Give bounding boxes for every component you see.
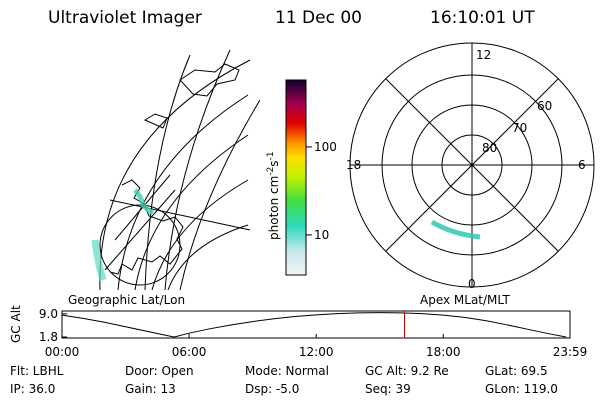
alt-line (61, 312, 567, 338)
status-field: Dsp: -5.0 (245, 382, 299, 396)
mlt-label: 6 (578, 158, 586, 172)
colorbar (285, 79, 307, 276)
status-field: IP: 36.0 (10, 382, 55, 396)
x-tick-label: 12:00 (299, 345, 334, 359)
colorbar-tick-label: 10 (314, 228, 329, 242)
x-tick-label: 23:59 (553, 345, 588, 359)
status-field: Flt: LBHL (10, 364, 64, 378)
x-tick-label: 06:00 (172, 345, 207, 359)
mlt-label: 0 (468, 277, 476, 291)
polar-grid (349, 42, 595, 288)
status-field: Seq: 39 (365, 382, 411, 396)
x-tick-label: 18:00 (426, 345, 461, 359)
y-tick-label: 9.0 (39, 307, 58, 321)
status-field: Mode: Normal (245, 364, 329, 378)
exp: -2 (266, 167, 276, 176)
right-label: Apex MLat/MLT (420, 293, 510, 307)
date: 11 Dec 00 (275, 8, 362, 28)
time: 16:10:01 UT (430, 8, 535, 28)
unit: photon cm (267, 176, 281, 240)
lat-label: 70 (512, 121, 527, 135)
status-field: GC Alt: 9.2 Re (365, 364, 449, 378)
unit: s (267, 160, 281, 166)
colorbar-label: photon cm-2s-1 (266, 151, 281, 240)
title: Ultraviolet Imager (48, 8, 202, 28)
mlt-label: 12 (476, 48, 491, 62)
lat-label: 80 (482, 141, 497, 155)
status-field: GLon: 119.0 (485, 382, 558, 396)
status-field: Gain: 13 (125, 382, 176, 396)
exp: -1 (266, 151, 276, 160)
y-axis-label: GC Alt (9, 305, 23, 343)
mlt-label: 18 (346, 158, 361, 172)
x-tick-label: 00:00 (45, 345, 80, 359)
geo-map (91, 49, 260, 290)
status-field: Door: Open (125, 364, 194, 378)
lat-label: 60 (537, 99, 552, 113)
y-tick-label: 1.8 (39, 330, 58, 344)
left-label: Geographic Lat/Lon (68, 293, 185, 307)
status-field: GLat: 69.5 (485, 364, 548, 378)
colorbar-tick-label: 100 (314, 140, 337, 154)
